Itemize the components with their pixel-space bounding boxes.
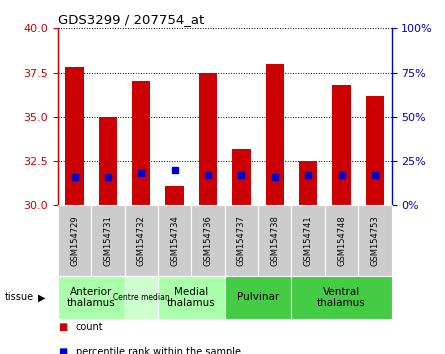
Bar (291, 205, 325, 276)
Bar (366, 96, 384, 205)
Text: Centre median: Centre median (113, 293, 170, 302)
Bar (166, 186, 184, 205)
Text: count: count (76, 322, 103, 332)
Text: GSM154737: GSM154737 (237, 215, 246, 266)
Text: Anterior
thalamus: Anterior thalamus (67, 286, 116, 308)
Bar (58, 276, 125, 319)
Text: tissue: tissue (4, 292, 33, 302)
Text: GSM154741: GSM154741 (303, 215, 313, 266)
Bar (258, 205, 291, 276)
Bar (91, 205, 125, 276)
Text: GSM154731: GSM154731 (103, 215, 113, 266)
Text: GSM154732: GSM154732 (137, 215, 146, 266)
Bar (158, 205, 191, 276)
Text: GSM154753: GSM154753 (370, 215, 380, 266)
Bar (225, 205, 258, 276)
Bar (125, 205, 158, 276)
Text: GSM154738: GSM154738 (270, 215, 279, 266)
Text: ■: ■ (58, 322, 67, 332)
Text: Ventral
thalamus: Ventral thalamus (317, 286, 366, 308)
Text: Medial
thalamus: Medial thalamus (167, 286, 216, 308)
Bar (65, 67, 84, 205)
Bar (358, 205, 392, 276)
Text: GSM154748: GSM154748 (337, 215, 346, 266)
Bar (199, 73, 217, 205)
Bar (232, 149, 251, 205)
Bar (158, 276, 225, 319)
Bar (325, 205, 358, 276)
Bar (291, 276, 392, 319)
Bar (99, 117, 117, 205)
Text: GSM154729: GSM154729 (70, 215, 79, 266)
Bar (299, 161, 317, 205)
Bar (225, 276, 291, 319)
Bar (332, 85, 351, 205)
Text: ■: ■ (58, 347, 67, 354)
Bar (132, 81, 150, 205)
Text: percentile rank within the sample: percentile rank within the sample (76, 347, 241, 354)
Bar (191, 205, 225, 276)
Bar (125, 276, 158, 319)
Text: ▶: ▶ (38, 292, 45, 302)
Text: Pulvinar: Pulvinar (237, 292, 279, 302)
Bar (58, 205, 91, 276)
Bar (266, 64, 284, 205)
Text: GSM154736: GSM154736 (203, 215, 213, 266)
Text: GSM154734: GSM154734 (170, 215, 179, 266)
Text: GDS3299 / 207754_at: GDS3299 / 207754_at (58, 13, 204, 26)
